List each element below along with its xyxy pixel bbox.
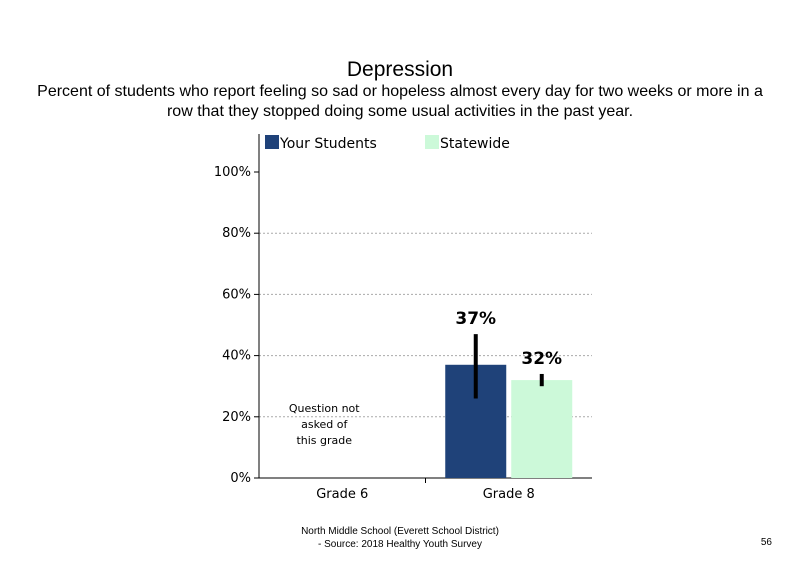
legend-swatch — [425, 135, 439, 149]
y-tick-label: 100% — [214, 165, 251, 180]
footer-school: North Middle School (Everett School Dist… — [301, 526, 499, 537]
annotation-line: this grade — [296, 434, 352, 447]
annotation-line: Question not — [289, 402, 360, 415]
page-number: 56 — [760, 537, 772, 548]
legend-label: Statewide — [440, 136, 510, 152]
x-tick-label: Grade 8 — [483, 487, 535, 502]
chart-subtitle: Percent of students who report feeling s… — [37, 83, 763, 120]
data-label: 37% — [455, 309, 496, 329]
footer-source: North Middle School (Everett School Dist… — [250, 525, 550, 551]
legend-label: Your Students — [279, 136, 377, 152]
annotation-line: asked of — [301, 418, 348, 431]
chart-title: Depression — [346, 58, 454, 81]
y-tick-label: 0% — [230, 471, 251, 486]
legend-swatch — [265, 135, 279, 149]
y-tick-label: 60% — [222, 287, 251, 302]
footer-survey: - Source: 2018 Healthy Youth Survey — [318, 539, 482, 550]
bar — [511, 380, 573, 478]
y-tick-label: 20% — [222, 410, 251, 425]
y-tick-label: 80% — [222, 226, 251, 241]
x-tick-label: Grade 6 — [316, 487, 368, 502]
y-tick-label: 40% — [222, 349, 251, 364]
data-label: 32% — [521, 349, 562, 369]
